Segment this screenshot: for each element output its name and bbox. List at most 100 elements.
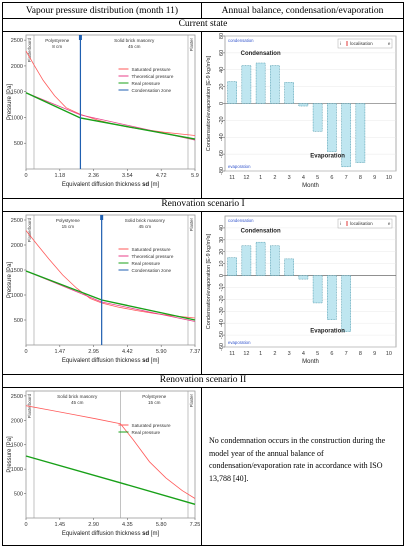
y-tick-label: 80 [219, 33, 225, 39]
y-tick-label: 500 [14, 492, 23, 498]
x-tick-label: 9 [373, 175, 376, 181]
y-axis-label: Pressure [Pa] [7, 83, 13, 120]
header-left: Vapour pressure distribution (month 11) [25, 6, 179, 16]
column-divider [201, 211, 202, 374]
y-tick-label: 1500 [11, 443, 23, 449]
legend-label: localisation [350, 221, 373, 226]
plot-frame [224, 215, 397, 348]
y-tick-label: 30 [219, 237, 225, 243]
x-tick-label: 5.90 [156, 349, 167, 355]
x-tick-label: 8 [359, 175, 362, 181]
x-axis-label: Equivalent diffusion thickness sd [m] [62, 531, 160, 537]
y-tick-label: -80 [219, 167, 225, 175]
legend-label: Theoretical pressure [132, 254, 174, 259]
x-tick-label: 5 [316, 351, 319, 357]
x-tick-label: 2.95 [88, 349, 99, 355]
bar [284, 82, 294, 104]
layer-label: Plasterboard [27, 393, 32, 418]
y-tick-label: 2500 [11, 218, 23, 224]
y-tick-label: -30 [219, 307, 225, 315]
bar [312, 275, 323, 304]
bar [355, 103, 366, 163]
legend-label: Real pressure [132, 81, 161, 86]
layer-thickness: 45 cm [71, 400, 84, 405]
layer-label: Polystyrene [45, 38, 69, 43]
rule [3, 198, 403, 199]
layer-label: Polystyrene [142, 394, 166, 399]
series-line-real [25, 455, 196, 505]
x-tick-label: 10 [386, 175, 392, 181]
y-axis-label: Pressure [Pa] [7, 436, 13, 473]
legend-label: localisation [350, 41, 373, 46]
legend-label: Saturated pressure [132, 67, 172, 72]
layer-label: Plaster [189, 393, 194, 407]
layer-thickness: 45 cm [128, 44, 141, 49]
y-tick-label: 40 [219, 225, 225, 231]
y-tick-label: 2500 [11, 394, 23, 400]
rule [3, 18, 403, 19]
x-tick-label: 1.47 [54, 349, 65, 355]
y-tick-label: -60 [219, 150, 225, 158]
bar [255, 62, 266, 104]
x-tick-label: 12 [243, 175, 249, 181]
x-tick-label: 1.45 [54, 522, 65, 528]
x-axis-label: Month [302, 359, 319, 365]
x-tick-label: 5.9 [191, 173, 199, 179]
region-label-condensation: Condensation [241, 51, 281, 57]
x-tick-label: 5.80 [156, 522, 167, 528]
y-tick-label: 1500 [11, 268, 23, 274]
x-tick-label: 4.72 [156, 173, 167, 179]
layer-label: Solid brick masonry [125, 218, 166, 223]
layer-label: Solid brick masonry [114, 38, 155, 43]
legend-label: Condensation zone [132, 268, 172, 273]
bar [341, 103, 351, 168]
y-tick-label: 500 [14, 318, 23, 324]
column-divider [201, 31, 202, 198]
x-tick-label: 11 [229, 175, 235, 181]
layer-thickness: 15 cm [148, 400, 161, 405]
rule [3, 374, 403, 375]
bar [227, 257, 237, 276]
y-tick-label: 500 [14, 141, 23, 147]
y-tick-label: 2000 [11, 243, 23, 249]
header-right: Annual balance, condensation/evaporation [221, 6, 384, 16]
x-tick-label: 0 [24, 173, 27, 179]
pressure-chart-scenario2: 2500 2000 1500 1000 500 0 1.45 2.90 4.35 5.80 7.25… [4, 388, 200, 544]
y-tick-label: 2000 [11, 418, 23, 424]
rule [3, 211, 403, 212]
bar [327, 103, 337, 152]
legend-box [337, 38, 393, 49]
legend-label: Saturated pressure [132, 423, 172, 428]
x-tick-label: 12 [243, 351, 249, 357]
x-tick-label: 6 [330, 351, 333, 357]
region-label-condensation: Condensation [241, 229, 281, 235]
x-tick-label: 10 [386, 351, 392, 357]
x-tick-label: 4 [302, 351, 305, 357]
x-tick-label: 6 [330, 175, 333, 181]
plot-frame [25, 34, 196, 170]
bar [327, 275, 337, 320]
y-tick-label: -40 [219, 319, 225, 327]
x-tick-label: 8 [359, 351, 362, 357]
y-tick-label: 2500 [11, 38, 23, 44]
condensation-zone-marker [78, 35, 82, 40]
scenario2-note: No condemnation occurs in the constructi… [209, 436, 386, 483]
y-tick-label: 1500 [11, 90, 23, 96]
balance-chart-scenario1: 40 30 20 10 0 -10 -20 -30 -40 -50 -60 11 12 1 2 3 4 5 6 7 8 9… [203, 212, 401, 371]
x-tick-label: 0 [24, 349, 27, 355]
x-tick-label: 9 [373, 351, 376, 357]
y-tick-label: 1000 [11, 467, 23, 473]
x-tick-label: 1.18 [54, 173, 65, 179]
x-tick-label: 3 [288, 351, 291, 357]
bar [241, 245, 252, 276]
x-tick-label: 4.42 [122, 349, 133, 355]
bar [298, 275, 309, 280]
y-tick-label: 0 [219, 274, 225, 277]
y-tick-label: -50 [219, 331, 225, 339]
bar [227, 81, 237, 104]
bar [284, 258, 294, 276]
layer-thickness: 45 cm [139, 224, 152, 229]
y-tick-label: 0 [219, 102, 225, 105]
rule [3, 31, 403, 32]
